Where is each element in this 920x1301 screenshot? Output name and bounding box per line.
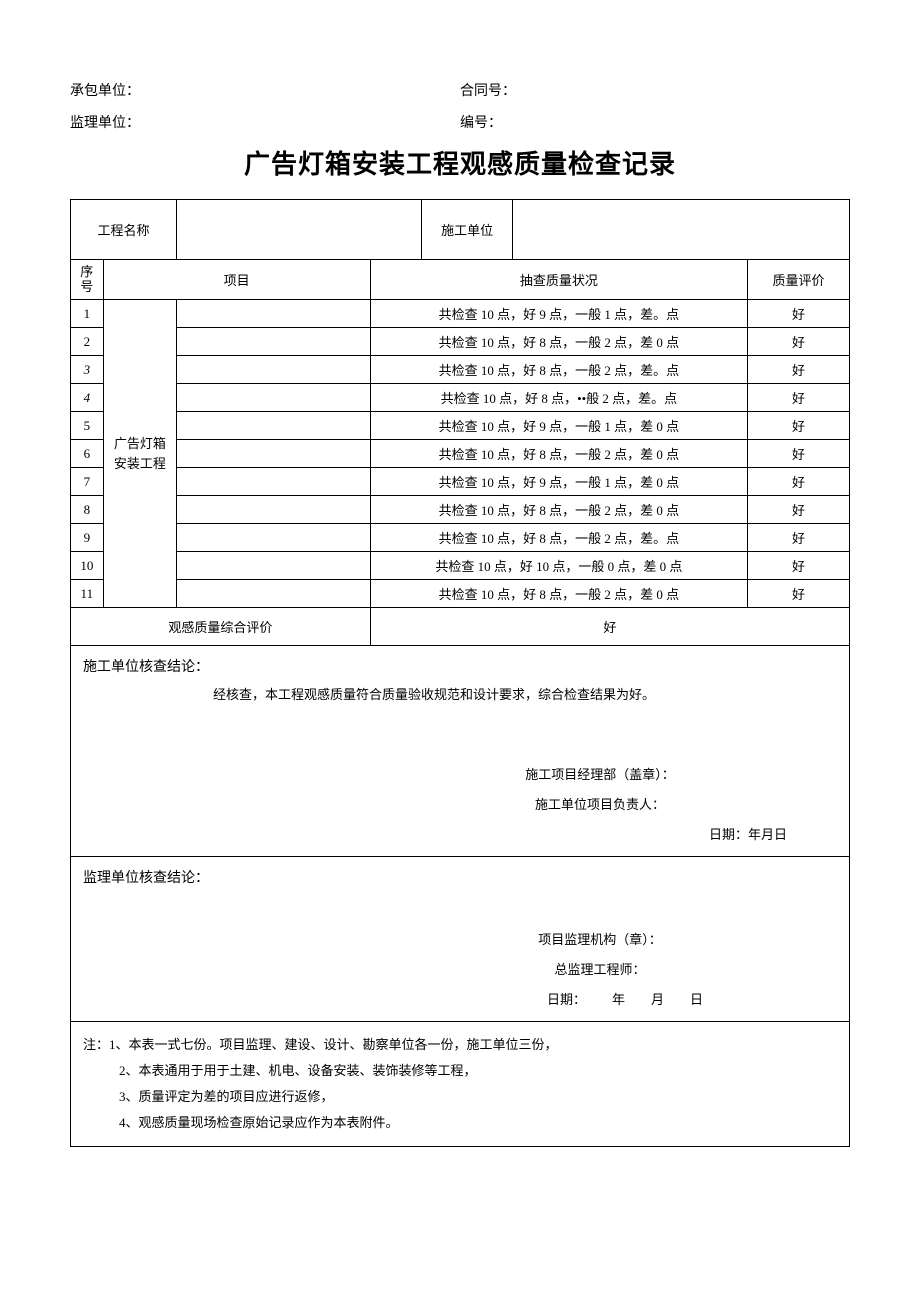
table-row: 1 广告灯箱安装工程 共检查 10 点，好 9 点，一般 1 点，差。点 好 [71,300,850,328]
construction-sig1: 施工项目经理部（盖章）： [83,762,837,788]
seq-header: 序号 [71,260,104,300]
summary-row: 观感质量综合评价 好 [71,608,850,646]
row-num: 4 [71,384,104,412]
contract-no-label: 合同号： [460,80,516,100]
row-status: 共检查 10 点，好 9 点，一般 1 点，差。点 [370,300,747,328]
supervisor-date: 日期： 年 月 日 [83,987,837,1013]
row-item [177,552,371,580]
construction-verdict-cell: 施工单位核查结论： 经核查，本工程观感质量符合质量验收规范和设计要求，综合检查结… [71,646,850,857]
row-item [177,356,371,384]
row-item [177,384,371,412]
row-num: 10 [71,552,104,580]
summary-value: 好 [370,608,849,646]
contractor-label: 承包单位： [70,80,460,100]
construction-verdict-heading: 施工单位核查结论： [83,654,837,682]
row-status: 共检查 10 点，好 8 点，••般 2 点，差。点 [370,384,747,412]
note-2: 2、本表通用于用于土建、机电、设备安装、装饰装修等工程， [83,1058,837,1084]
header-row-project: 工程名称 施工单位 [71,200,850,260]
row-eval: 好 [747,440,849,468]
row-status: 共检查 10 点，好 8 点，一般 2 点，差。点 [370,524,747,552]
row-status: 共检查 10 点，好 9 点，一般 1 点，差 0 点 [370,412,747,440]
row-eval: 好 [747,412,849,440]
row-item [177,496,371,524]
table-row: 4 共检查 10 点，好 8 点，••般 2 点，差。点 好 [71,384,850,412]
main-table: 工程名称 施工单位 序号 项目 抽查质量状况 质量评价 1 广告灯箱安装工程 共… [70,199,850,1147]
row-status: 共检查 10 点，好 10 点，一般 0 点，差 0 点 [370,552,747,580]
row-num: 1 [71,300,104,328]
row-status: 共检查 10 点，好 9 点，一般 1 点，差 0 点 [370,468,747,496]
doc-no-label: 编号： [460,112,502,132]
page-title: 广告灯箱安装工程观感质量检查记录 [70,144,850,181]
row-status: 共检查 10 点，好 8 点，一般 2 点，差 0 点 [370,580,747,608]
table-row: 5 共检查 10 点，好 9 点，一般 1 点，差 0 点 好 [71,412,850,440]
row-item [177,524,371,552]
supervisor-sig1: 项目监理机构（章）： [83,927,837,953]
table-row: 10 共检查 10 点，好 10 点，一般 0 点，差 0 点 好 [71,552,850,580]
header-row-1: 承包单位： 合同号： [70,80,850,100]
row-num: 5 [71,412,104,440]
row-item [177,300,371,328]
row-num: 2 [71,328,104,356]
row-status: 共检查 10 点，好 8 点，一般 2 点，差 0 点 [370,496,747,524]
row-eval: 好 [747,552,849,580]
row-item [177,412,371,440]
construction-unit-value [513,200,850,260]
row-num: 9 [71,524,104,552]
row-eval: 好 [747,356,849,384]
table-row: 8 共检查 10 点，好 8 点，一般 2 点，差 0 点 好 [71,496,850,524]
supervisor-verdict-heading: 监理单位核查结论： [83,865,837,893]
project-name-label: 工程名称 [71,200,177,260]
row-status: 共检查 10 点，好 8 点，一般 2 点，差。点 [370,356,747,384]
row-item [177,440,371,468]
row-eval: 好 [747,580,849,608]
row-status: 共检查 10 点，好 8 点，一般 2 点，差 0 点 [370,440,747,468]
project-name-value [177,200,422,260]
row-item [177,580,371,608]
evaluation-header: 质量评价 [747,260,849,300]
table-row: 7 共检查 10 点，好 9 点，一般 1 点，差 0 点 好 [71,468,850,496]
construction-verdict-body: 经核查，本工程观感质量符合质量验收规范和设计要求，综合检查结果为好。 [83,682,837,708]
construction-sig2: 施工单位项目负责人： [83,792,837,818]
note-4: 4、观感质量现场检查原始记录应作为本表附件。 [83,1110,837,1136]
note-3: 3、质量评定为差的项目应进行返修， [83,1084,837,1110]
row-item [177,468,371,496]
row-status: 共检查 10 点，好 8 点，一般 2 点，差 0 点 [370,328,747,356]
note-1: 注：1、本表一式七份。项目监理、建设、设计、勘察单位各一份，施工单位三份， [83,1032,837,1058]
table-row: 9 共检查 10 点，好 8 点，一般 2 点，差。点 好 [71,524,850,552]
summary-label: 观感质量综合评价 [71,608,371,646]
header-row-2: 监理单位： 编号： [70,112,850,132]
table-row: 3 共检查 10 点，好 8 点，一般 2 点，差。点 好 [71,356,850,384]
row-eval: 好 [747,300,849,328]
status-header: 抽查质量状况 [370,260,747,300]
notes-cell: 注：1、本表一式七份。项目监理、建设、设计、勘察单位各一份，施工单位三份， 2、… [71,1022,850,1147]
category-cell: 广告灯箱安装工程 [103,300,176,608]
row-num: 8 [71,496,104,524]
notes-row: 注：1、本表一式七份。项目监理、建设、设计、勘察单位各一份，施工单位三份， 2、… [71,1022,850,1147]
construction-date: 日期：年月日 [83,822,837,848]
item-header: 项目 [103,260,370,300]
table-row: 6 共检查 10 点，好 8 点，一般 2 点，差 0 点 好 [71,440,850,468]
row-item [177,328,371,356]
row-eval: 好 [747,468,849,496]
table-row: 2 共检查 10 点，好 8 点，一般 2 点，差 0 点 好 [71,328,850,356]
row-eval: 好 [747,384,849,412]
row-num: 3 [71,356,104,384]
row-num: 11 [71,580,104,608]
table-row: 11 共检查 10 点，好 8 点，一般 2 点，差 0 点 好 [71,580,850,608]
header-row-columns: 序号 项目 抽查质量状况 质量评价 [71,260,850,300]
supervisor-label: 监理单位： [70,112,460,132]
construction-unit-label: 施工单位 [421,200,513,260]
row-num: 6 [71,440,104,468]
supervisor-sig2: 总监理工程师： [83,957,837,983]
row-eval: 好 [747,328,849,356]
supervisor-verdict-cell: 监理单位核查结论： 项目监理机构（章）： 总监理工程师： 日期： 年 月 日 [71,857,850,1022]
construction-verdict-row: 施工单位核查结论： 经核查，本工程观感质量符合质量验收规范和设计要求，综合检查结… [71,646,850,857]
row-eval: 好 [747,524,849,552]
supervisor-verdict-row: 监理单位核查结论： 项目监理机构（章）： 总监理工程师： 日期： 年 月 日 [71,857,850,1022]
row-num: 7 [71,468,104,496]
row-eval: 好 [747,496,849,524]
